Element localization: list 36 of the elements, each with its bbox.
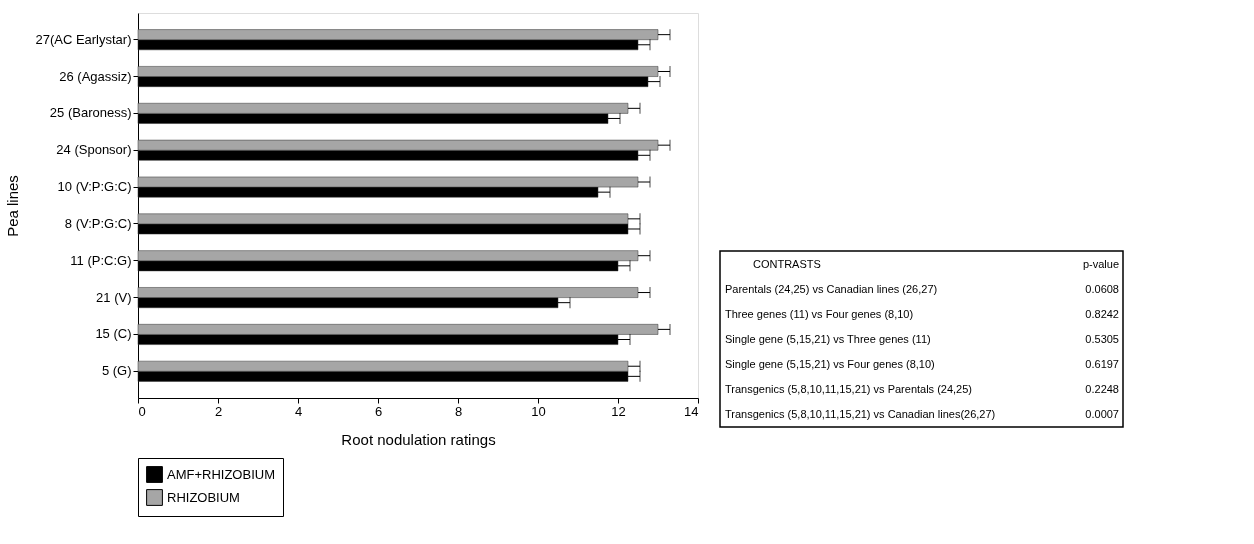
x-tick-label: 14 bbox=[684, 403, 699, 419]
y-tick-label: 5 (G) bbox=[101, 363, 132, 379]
y-tick-label: 27(AC Earlystar) bbox=[35, 31, 132, 47]
x-tick-label: 12 bbox=[611, 403, 626, 419]
category-label: Parentals (24,25) vs Canadian lines (26,27) bbox=[725, 283, 938, 295]
y-tick-label: 25 (Baroness) bbox=[49, 105, 132, 121]
y-tick-label: 15 (C) bbox=[95, 326, 132, 342]
x-tick-label: 2 bbox=[214, 403, 223, 419]
y-tick-label: 21 (V) bbox=[96, 289, 132, 305]
data-label: 0.6197 bbox=[1085, 358, 1119, 370]
x-tick-label: 0 bbox=[138, 403, 146, 419]
data-label: 0.5305 bbox=[1085, 333, 1119, 345]
category-label: Single gene (5,15,21) vs Three genes (11) bbox=[725, 333, 931, 345]
legend-label: RHIZOBIUM bbox=[167, 489, 240, 505]
x-axis-title: Root nodulation ratings bbox=[341, 430, 496, 448]
y-axis-title: Pea lines bbox=[4, 175, 22, 237]
data-label: 0.0608 bbox=[1085, 283, 1119, 295]
data-label: 0.2248 bbox=[1085, 383, 1119, 395]
text: p-value bbox=[1082, 258, 1119, 270]
category-label: Three genes (11) vs Four genes (8,10) bbox=[725, 308, 914, 320]
y-tick-label: 8 (V:P:G:C) bbox=[64, 215, 132, 231]
x-tick-label: 10 bbox=[531, 403, 546, 419]
legend-label: AMF+RHIZOBIUM bbox=[167, 466, 275, 482]
x-tick-label: 4 bbox=[294, 403, 303, 419]
x-tick-label: 8 bbox=[454, 403, 463, 419]
y-tick-label: 10 (V:P:G:C) bbox=[57, 179, 132, 195]
text: CONTRASTS bbox=[753, 258, 821, 270]
y-tick-label: 11 (P:C:G) bbox=[70, 252, 132, 268]
data-label: 0.8242 bbox=[1085, 308, 1119, 320]
x-tick-label: 6 bbox=[374, 403, 383, 419]
y-tick-label: 26 (Agassiz) bbox=[59, 68, 132, 84]
y-tick-label: 24 (Sponsor) bbox=[56, 142, 132, 158]
category-label: Single gene (5,15,21) vs Four genes (8,10) bbox=[725, 358, 935, 370]
category-label: Transgenics (5,8,10,11,15,21) vs Canadian lines(26,27) bbox=[725, 408, 996, 420]
data-label: 0.0007 bbox=[1085, 408, 1119, 420]
category-label: Transgenics (5,8,10,11,15,21) vs Parentals (24,25) bbox=[725, 383, 973, 395]
